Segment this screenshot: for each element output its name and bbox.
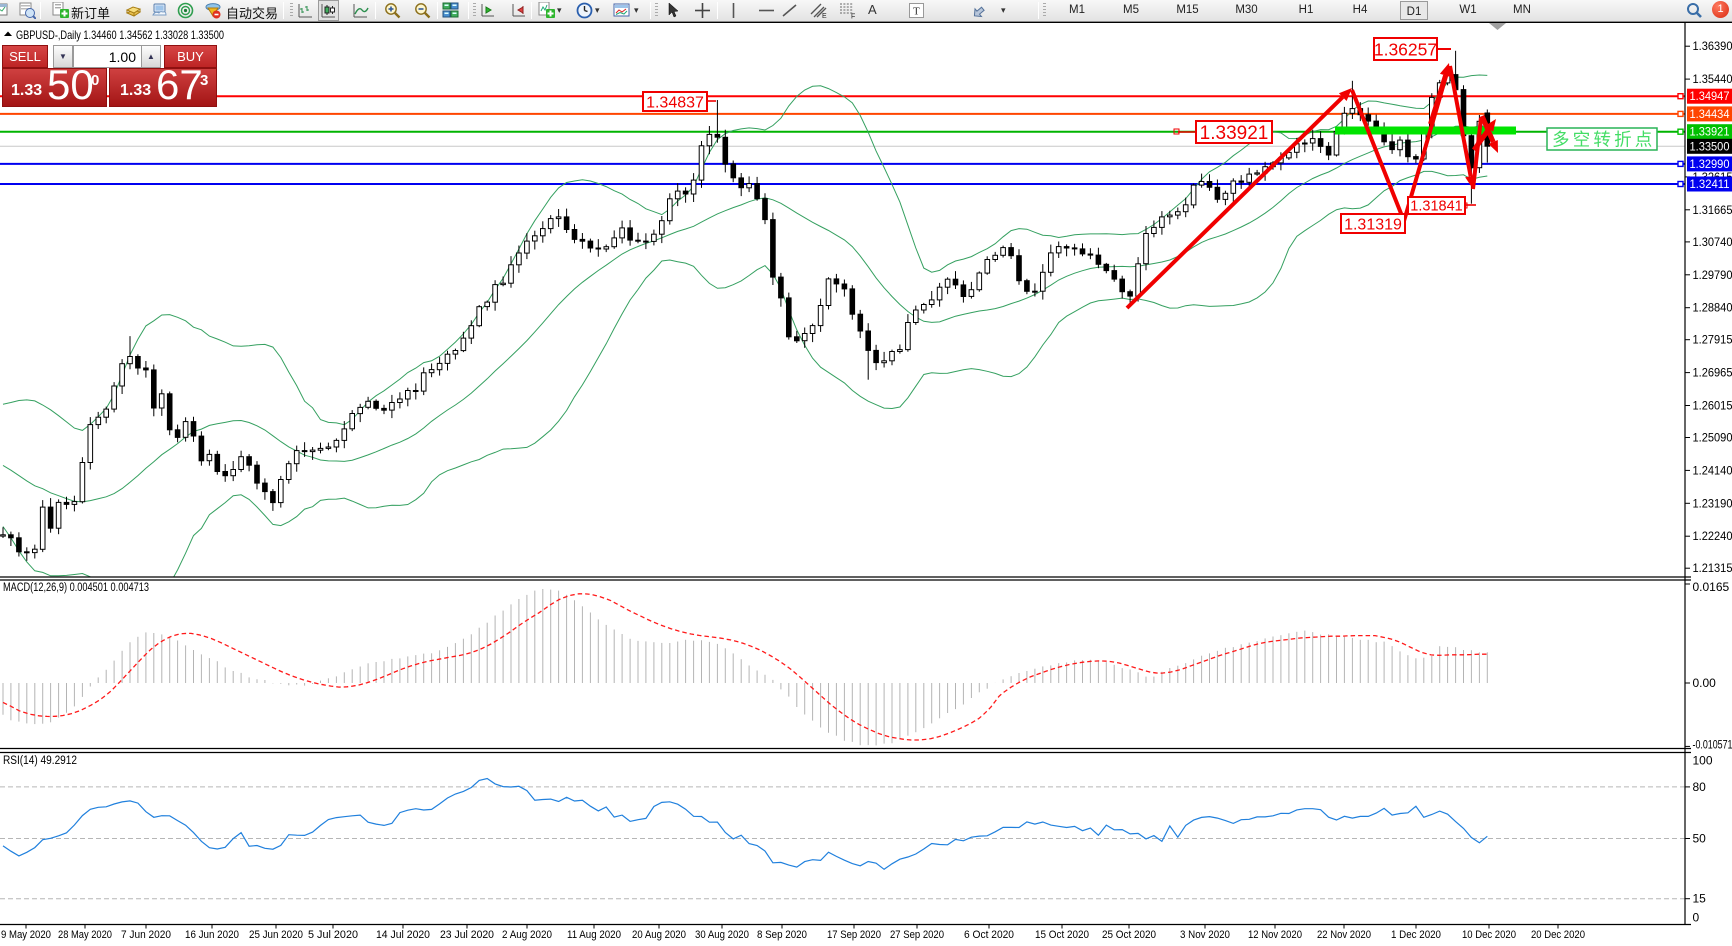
svg-text:1.33500: 1.33500 [1690,141,1730,153]
svg-text:22 Nov 2020: 22 Nov 2020 [1317,929,1371,941]
svg-text:1.28840: 1.28840 [1693,301,1732,315]
svg-text:20 Aug 2020: 20 Aug 2020 [632,929,686,941]
svg-text:10 Dec 2020: 10 Dec 2020 [1462,929,1516,941]
svg-text:T: T [913,6,920,18]
svg-text:1.23190: 1.23190 [1693,496,1732,510]
svg-text:5 Jul 2020: 5 Jul 2020 [308,929,358,941]
svg-text:25 Jun 2020: 25 Jun 2020 [249,929,303,941]
svg-text:3 Nov 2020: 3 Nov 2020 [1180,929,1230,941]
svg-text:1.34947: 1.34947 [1690,91,1730,103]
svg-text:1.24140: 1.24140 [1693,463,1732,477]
svg-text:1.33921: 1.33921 [1200,123,1269,144]
svg-text:1.31665: 1.31665 [1693,203,1732,217]
svg-text:16 Jun 2020: 16 Jun 2020 [185,929,239,941]
svg-text:1.22240: 1.22240 [1693,529,1732,543]
svg-text:12 Nov 2020: 12 Nov 2020 [1248,929,1302,941]
svg-text:28 May 2020: 28 May 2020 [58,929,112,941]
svg-text:0.0165: 0.0165 [1693,580,1730,594]
svg-text:F: F [851,14,855,20]
svg-text:80: 80 [1693,780,1707,794]
svg-text:1.32411: 1.32411 [1690,179,1730,191]
svg-text:1.36390: 1.36390 [1693,39,1732,53]
svg-text:1.27915: 1.27915 [1693,333,1732,347]
svg-text:-0.010571: -0.010571 [1693,738,1732,752]
svg-text:11 Aug 2020: 11 Aug 2020 [567,929,621,941]
svg-text:1.30740: 1.30740 [1693,235,1732,249]
svg-text:1.32990: 1.32990 [1690,159,1730,171]
svg-text:E: E [822,13,827,19]
svg-text:1.31841: 1.31841 [1410,199,1462,215]
svg-text:1.34837: 1.34837 [646,94,704,111]
svg-text:6 Oct 2020: 6 Oct 2020 [964,929,1014,941]
svg-text:GBPUSD-,Daily 1.34460 1.34562: GBPUSD-,Daily 1.34460 1.34562 1.33028 1.… [16,28,224,42]
svg-text:8 Sep 2020: 8 Sep 2020 [757,929,807,941]
svg-text:25 Oct 2020: 25 Oct 2020 [1102,929,1156,941]
svg-text:1.26965: 1.26965 [1693,366,1732,380]
svg-text:15 Oct 2020: 15 Oct 2020 [1035,929,1089,941]
svg-text:1.36257: 1.36257 [1374,39,1437,59]
svg-text:1.34434: 1.34434 [1690,109,1731,121]
svg-text:2 Aug 2020: 2 Aug 2020 [502,929,552,941]
svg-text:23 Jul 2020: 23 Jul 2020 [440,929,494,941]
svg-text:MACD(12,26,9) 0.004501 0.00471: MACD(12,26,9) 0.004501 0.004713 [3,582,149,594]
svg-text:多空转折点: 多空转折点 [1552,130,1656,150]
svg-text:27 Sep 2020: 27 Sep 2020 [890,929,944,941]
svg-text:1.21315: 1.21315 [1693,561,1732,575]
svg-text:17 Sep 2020: 17 Sep 2020 [827,929,881,941]
svg-text:1.25090: 1.25090 [1693,431,1732,445]
svg-text:50: 50 [1693,832,1707,846]
svg-text:0.00: 0.00 [1693,676,1717,690]
svg-text:RSI(14) 49.2912: RSI(14) 49.2912 [3,755,77,767]
svg-text:1 Dec 2020: 1 Dec 2020 [1391,929,1441,941]
svg-text:7 Jun 2020: 7 Jun 2020 [121,929,171,941]
svg-text:1.26015: 1.26015 [1693,399,1732,413]
svg-text:9 May 2020: 9 May 2020 [1,929,51,941]
svg-text:14 Jul 2020: 14 Jul 2020 [376,929,430,941]
svg-text:100: 100 [1693,754,1713,768]
svg-text:30 Aug 2020: 30 Aug 2020 [695,929,749,941]
svg-text:1.29790: 1.29790 [1693,268,1732,282]
svg-text:15: 15 [1693,892,1707,906]
svg-text:1.35440: 1.35440 [1693,72,1732,86]
svg-text:20 Dec 2020: 20 Dec 2020 [1531,929,1585,941]
svg-text:1.31319: 1.31319 [1344,216,1402,233]
svg-text:0: 0 [1693,911,1700,925]
svg-text:1.33921: 1.33921 [1690,127,1730,139]
